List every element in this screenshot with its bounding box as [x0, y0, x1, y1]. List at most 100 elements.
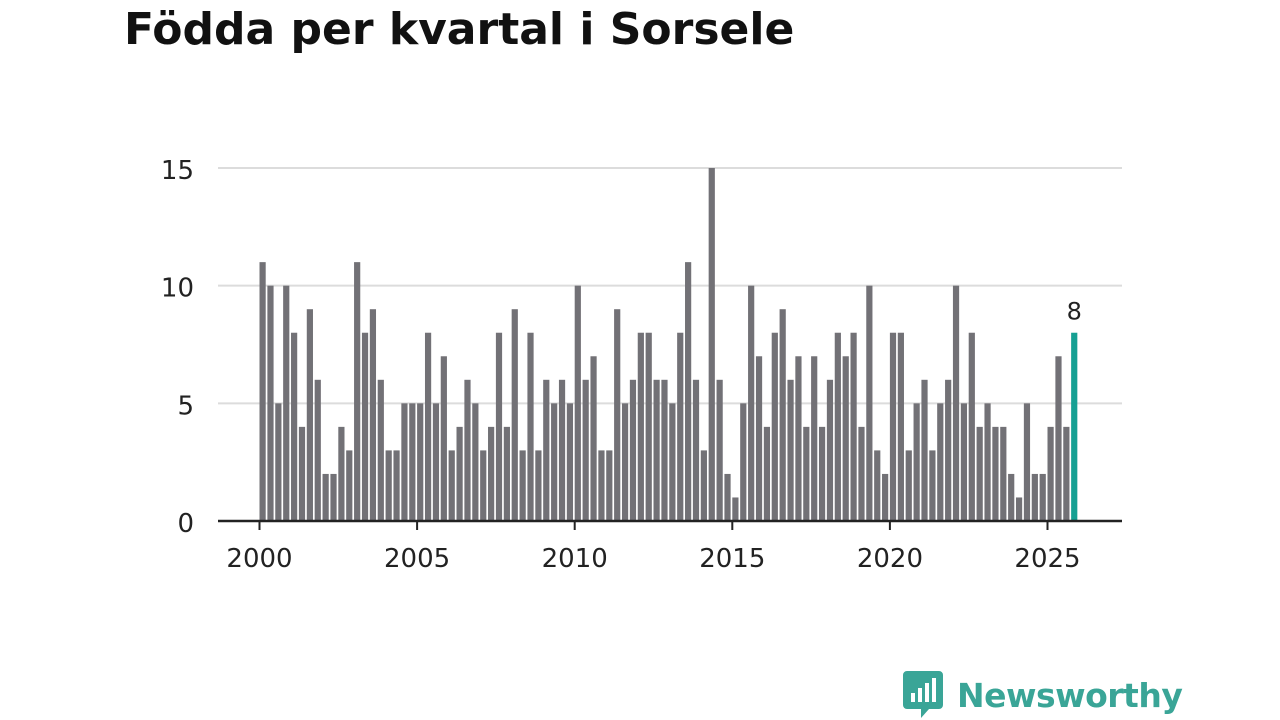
- bar-highlight: [1071, 332, 1078, 521]
- bar: [472, 403, 479, 521]
- bar: [1047, 426, 1054, 521]
- bar: [787, 379, 794, 521]
- bar: [440, 356, 447, 521]
- labels: 0 5 10 15 8 2000 2005 2010 2015 2020 2025: [161, 156, 1082, 574]
- bar: [551, 403, 558, 521]
- bar: [1055, 356, 1062, 521]
- bar: [842, 356, 849, 521]
- y-tick-label: 15: [161, 156, 194, 186]
- newsworthy-logo-icon: [903, 671, 943, 718]
- bar: [511, 309, 518, 521]
- bar: [889, 332, 897, 521]
- bar: [732, 497, 739, 521]
- bar: [314, 379, 321, 521]
- bar: [716, 379, 723, 521]
- y-tick-label: 5: [177, 391, 194, 421]
- bar: [495, 332, 503, 521]
- bar: [1008, 473, 1015, 521]
- bar: [850, 332, 857, 521]
- bar: [779, 309, 786, 521]
- bar: [763, 426, 771, 521]
- bar: [858, 426, 865, 521]
- bar: [275, 403, 282, 521]
- bar: [464, 379, 471, 521]
- bar: [614, 309, 621, 521]
- bar: [692, 379, 700, 521]
- bars: [259, 168, 1078, 521]
- bar: [952, 285, 960, 521]
- bar: [795, 356, 802, 521]
- bar: [811, 356, 818, 521]
- gridlines: [218, 167, 1122, 405]
- bar: [259, 262, 266, 521]
- bar: [417, 403, 424, 521]
- bar: [748, 285, 755, 521]
- bar: [708, 168, 715, 521]
- bar: [645, 332, 652, 521]
- bar: [818, 426, 826, 521]
- bar: [669, 403, 676, 521]
- bar: [385, 450, 392, 521]
- bar: [590, 356, 597, 521]
- bar: [866, 285, 873, 521]
- x-tick-label: 2010: [542, 544, 608, 574]
- bar: [653, 379, 660, 521]
- bar: [306, 309, 313, 521]
- bar: [882, 473, 889, 521]
- bar: [1031, 473, 1038, 521]
- bar: [322, 473, 329, 521]
- bar: [369, 309, 377, 521]
- y-tick-label: 0: [177, 509, 194, 539]
- bar: [874, 450, 881, 521]
- bar: [291, 332, 298, 521]
- bar: [621, 403, 629, 521]
- bar: [488, 426, 495, 521]
- bar: [558, 379, 566, 521]
- bar: [346, 450, 353, 521]
- bar: [913, 403, 920, 521]
- bar: [401, 403, 408, 521]
- bar: [1039, 473, 1046, 521]
- bar: [361, 332, 369, 521]
- x-tick-label: 2020: [857, 544, 923, 574]
- bar: [700, 450, 707, 521]
- bar: [543, 379, 550, 521]
- bar: [330, 473, 337, 521]
- bar: [432, 403, 440, 521]
- bar: [968, 332, 975, 521]
- bar: [637, 332, 644, 521]
- bar: [992, 426, 999, 521]
- bar: [929, 450, 936, 521]
- bar: [826, 379, 834, 521]
- x-tick-label: 2000: [226, 544, 292, 574]
- bar: [503, 426, 510, 521]
- bar: [921, 379, 928, 521]
- bar: [456, 426, 463, 521]
- bar: [338, 426, 345, 521]
- bar: [1015, 497, 1023, 521]
- bar: [409, 403, 416, 521]
- bar: [834, 332, 841, 521]
- highlight-value-label: 8: [1067, 298, 1082, 326]
- bar: [1023, 403, 1031, 521]
- bar: [574, 285, 581, 521]
- bar: [685, 262, 692, 521]
- bar: [393, 450, 400, 521]
- bar: [945, 379, 952, 521]
- bar: [566, 403, 574, 521]
- bar: [661, 379, 668, 521]
- bar: [535, 450, 542, 521]
- bar: [984, 403, 991, 521]
- bar: [354, 262, 361, 521]
- chart-title: Födda per kvartal i Sorsele: [124, 4, 795, 55]
- bar: [424, 332, 432, 521]
- bar: [598, 450, 605, 521]
- bar: [677, 332, 684, 521]
- bar: [480, 450, 487, 521]
- bar: [960, 403, 968, 521]
- bar: [283, 285, 290, 521]
- bar: [519, 450, 526, 521]
- x-tick-label: 2025: [1014, 544, 1080, 574]
- x-tick-label: 2015: [699, 544, 765, 574]
